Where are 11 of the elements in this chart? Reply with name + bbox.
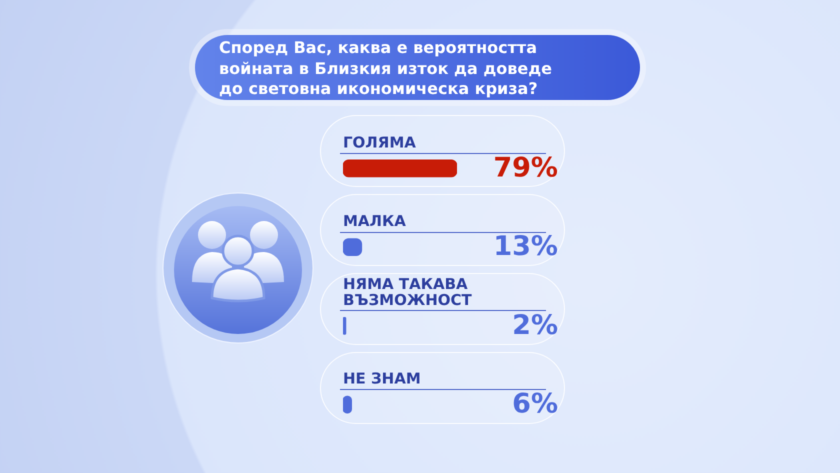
data-label: 79% <box>493 152 558 184</box>
y-tick-label: НЯМА ТАКАВА ВЪЗМОЖНОСТ <box>343 274 473 309</box>
data-label: 13% <box>493 231 558 262</box>
y-tick-label: МАЛКА <box>343 212 406 230</box>
data-label: 6% <box>512 388 558 420</box>
bar <box>343 160 457 178</box>
data-label: 2% <box>512 310 558 341</box>
chart-title: Според Вас, каква е вероятността войната в Близкия изток да доведе до световна икономическа криза? <box>219 38 554 100</box>
y-tick-label: НЕ ЗНАМ <box>343 370 421 388</box>
y-tick-label: ГОЛЯМА <box>343 133 416 152</box>
bar <box>343 317 346 335</box>
